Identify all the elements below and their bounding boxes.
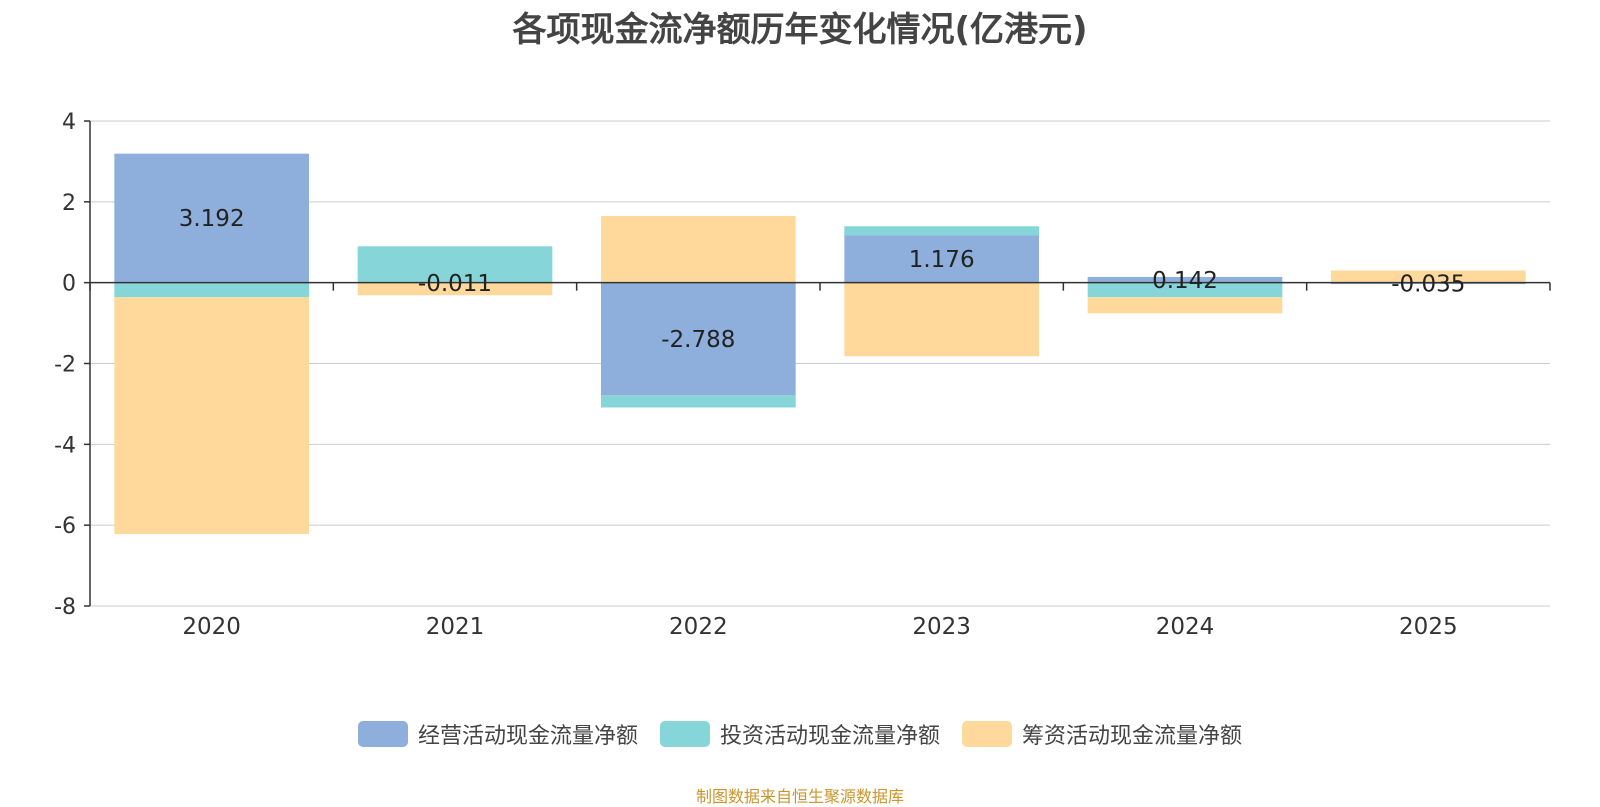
y-tick-label: -2 — [54, 353, 76, 378]
bar-investing-2021 — [357, 246, 553, 283]
bar-financing-2022 — [601, 215, 796, 283]
bar-operating-2020 — [114, 153, 309, 283]
bar-financing-2025 — [1331, 270, 1526, 283]
legend-item-operating[interactable]: 经营活动现金流量净额 — [357, 718, 638, 750]
data-label-2025: -0.035 — [1391, 271, 1465, 297]
legend-label-operating: 经营活动现金流量净额 — [417, 724, 638, 749]
bar-investing-2020 — [114, 282, 309, 298]
data-label-2020: 3.192 — [179, 206, 245, 232]
data-label-2022: -2.788 — [661, 327, 735, 353]
x-tick-label: 2021 — [426, 614, 485, 640]
legend: 经营活动现金流量净额 投资活动现金流量净额 筹资活动现金流量净额 — [0, 718, 1600, 750]
bar-investing-2022 — [601, 395, 796, 408]
data-source-note: 制图数据来自恒生聚源数据库 — [695, 787, 904, 806]
x-tick-label: 2023 — [912, 614, 971, 640]
legend-item-investing[interactable]: 投资活动现金流量净额 — [659, 718, 940, 750]
bar-investing-2024 — [1087, 282, 1283, 298]
bar-financing-2023 — [844, 282, 1039, 357]
legend-swatch-investing — [659, 721, 710, 747]
data-label-2023: 1.176 — [909, 247, 975, 273]
chart-title: 各项现金流净额历年变化情况(亿港元) — [512, 10, 1088, 50]
bar-investing-2023 — [844, 226, 1039, 236]
y-tick-label: -4 — [54, 433, 76, 458]
bar-financing-2021 — [357, 283, 553, 296]
legend-swatch-operating — [357, 721, 408, 747]
x-tick-label: 2024 — [1156, 614, 1215, 640]
y-tick-label: 4 — [62, 110, 76, 135]
legend-item-financing[interactable]: 筹资活动现金流量净额 — [962, 718, 1242, 750]
bar-operating-2023 — [844, 235, 1039, 283]
data-label-2021: -0.011 — [418, 271, 492, 297]
y-tick-label: -6 — [54, 514, 76, 539]
x-tick-label: 2022 — [669, 614, 728, 640]
bar-financing-2024 — [1087, 297, 1283, 314]
bar-operating-2024 — [1087, 276, 1283, 283]
data-label-2024: 0.142 — [1152, 268, 1218, 294]
legend-label-investing: 投资活动现金流量净额 — [719, 724, 940, 749]
y-tick-label: 2 — [62, 191, 76, 216]
x-tick-label: 2025 — [1399, 614, 1458, 640]
bar-operating-2022 — [601, 282, 796, 396]
bar-financing-2020 — [114, 297, 309, 535]
chart-plot: 4 2 0 -2 -4 -6 -8 3.192 -0.011 -2.788 1.176 0.142 -0… — [54, 110, 1551, 640]
y-tick-label: -8 — [54, 595, 76, 620]
legend-label-financing: 筹资活动现金流量净额 — [1022, 724, 1243, 749]
x-tick-label: 2020 — [182, 614, 241, 640]
legend-swatch-financing — [962, 721, 1012, 747]
y-tick-label: 0 — [62, 272, 76, 297]
